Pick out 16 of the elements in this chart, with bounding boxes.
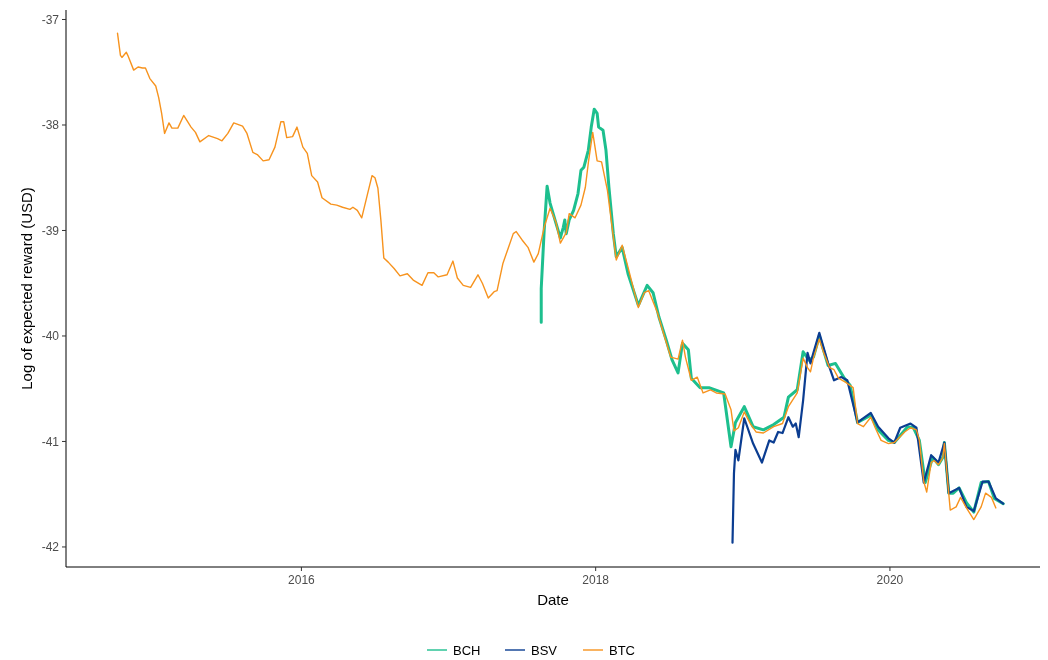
legend-label: BSV [531, 642, 558, 658]
line-series [116, 32, 997, 521]
x-tick-label: 2016 [288, 573, 316, 587]
y-tick-label: -42 [41, 540, 60, 555]
x-tick-label: 2018 [582, 573, 610, 587]
y-tick-label: -39 [41, 223, 60, 238]
y-tick-label: -41 [41, 434, 60, 449]
x-axis-title: Date [537, 591, 569, 608]
x-tick-label: 2020 [876, 573, 904, 587]
line-series [731, 331, 1005, 544]
y-tick-label: -38 [41, 118, 60, 133]
y-axis-title: Log of expected reward (USD) [18, 187, 35, 390]
y-tick-label: -40 [41, 329, 60, 344]
legend-label: BTC [609, 642, 635, 658]
legend-label: BCH [453, 642, 481, 658]
y-tick-label: -37 [41, 12, 60, 27]
